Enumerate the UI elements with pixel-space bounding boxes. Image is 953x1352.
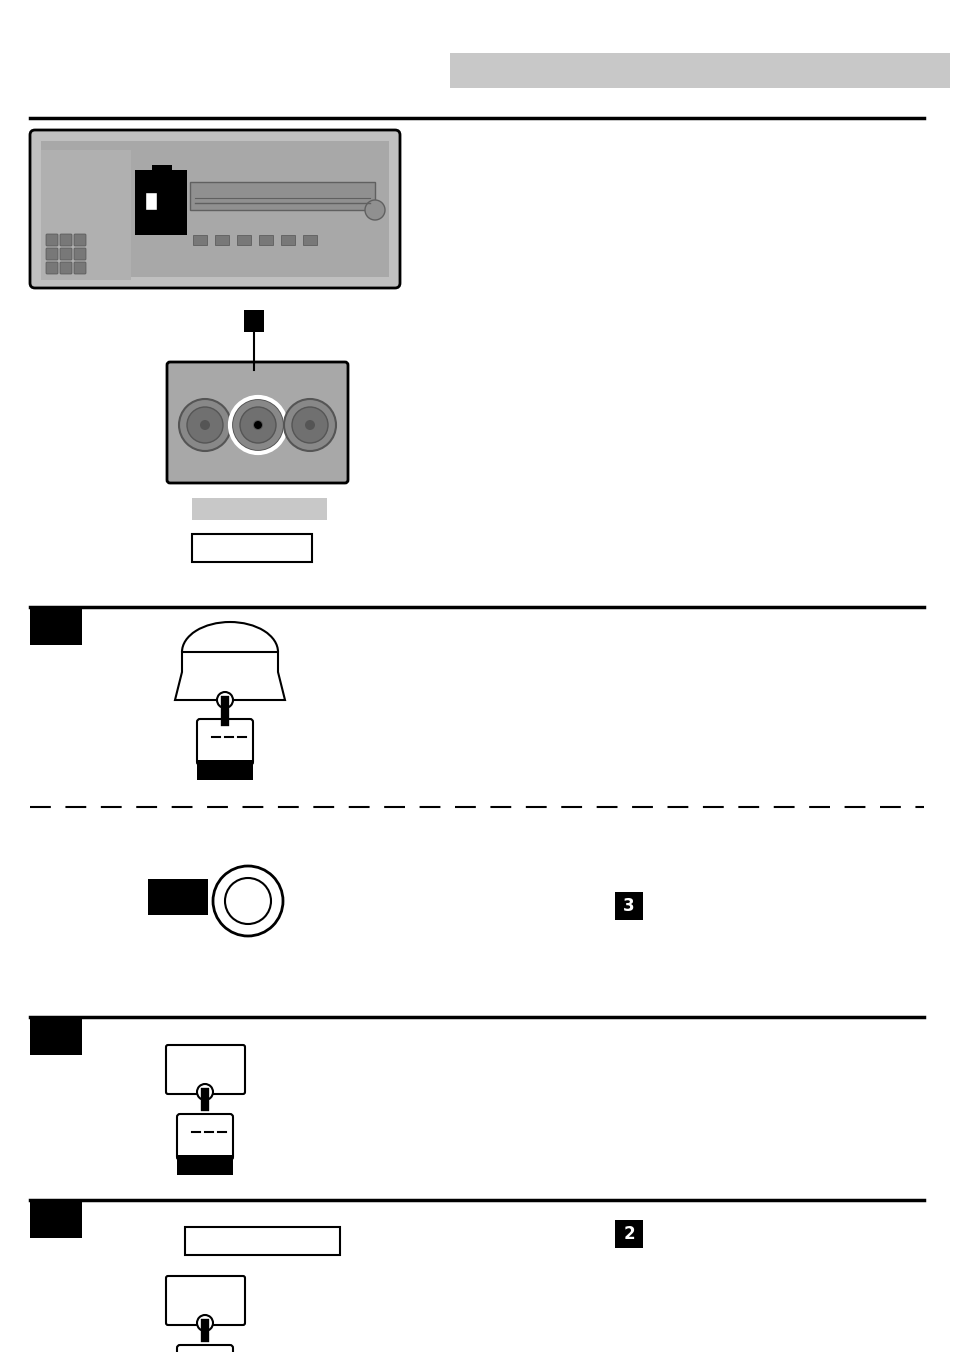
Bar	[214, 235, 229, 245]
Bar	[30, 607, 82, 645]
Bar	[303, 235, 316, 245]
Circle shape	[54, 177, 120, 243]
Bar	[177, 1155, 233, 1175]
Bar	[177, 890, 187, 899]
Bar	[196, 760, 253, 780]
Bar	[615, 892, 642, 919]
Bar	[162, 883, 172, 899]
Bar	[135, 170, 187, 235]
Bar	[30, 1201, 82, 1238]
FancyBboxPatch shape	[74, 234, 86, 246]
Circle shape	[75, 187, 83, 193]
Circle shape	[232, 399, 284, 452]
Circle shape	[305, 420, 314, 430]
FancyBboxPatch shape	[74, 247, 86, 260]
FancyBboxPatch shape	[166, 1276, 245, 1325]
FancyBboxPatch shape	[60, 234, 71, 246]
Bar	[30, 1017, 82, 1055]
Bar	[615, 1220, 642, 1248]
Bar	[152, 165, 172, 191]
Circle shape	[365, 200, 385, 220]
FancyBboxPatch shape	[177, 1345, 233, 1352]
Bar	[41, 150, 131, 280]
Wedge shape	[74, 183, 100, 197]
Polygon shape	[174, 652, 285, 700]
Text: 2: 2	[622, 1225, 634, 1242]
FancyBboxPatch shape	[46, 247, 58, 260]
Circle shape	[253, 420, 263, 430]
Text: 3: 3	[622, 896, 634, 915]
Bar	[236, 235, 251, 245]
Circle shape	[284, 399, 335, 452]
Bar	[192, 498, 327, 521]
FancyBboxPatch shape	[30, 130, 399, 288]
FancyBboxPatch shape	[74, 262, 86, 274]
Bar	[244, 310, 264, 333]
Bar	[192, 534, 312, 562]
Bar	[148, 879, 208, 915]
Circle shape	[196, 1084, 213, 1101]
FancyBboxPatch shape	[46, 262, 58, 274]
Bar	[145, 192, 157, 210]
Circle shape	[45, 168, 129, 251]
Circle shape	[187, 407, 223, 443]
Bar	[450, 53, 949, 88]
Circle shape	[225, 877, 271, 923]
FancyBboxPatch shape	[60, 262, 71, 274]
Bar	[193, 235, 207, 245]
Circle shape	[240, 407, 275, 443]
Bar	[281, 235, 294, 245]
FancyBboxPatch shape	[196, 719, 253, 765]
Bar	[148, 890, 158, 899]
Bar	[159, 206, 166, 215]
Bar	[190, 183, 375, 210]
Circle shape	[213, 867, 283, 936]
FancyBboxPatch shape	[60, 247, 71, 260]
Circle shape	[216, 692, 233, 708]
FancyBboxPatch shape	[177, 1114, 233, 1160]
Circle shape	[200, 420, 210, 430]
Circle shape	[292, 407, 328, 443]
Bar	[41, 141, 389, 277]
Circle shape	[253, 420, 262, 429]
Bar	[185, 1228, 339, 1255]
Circle shape	[179, 399, 231, 452]
Circle shape	[196, 1315, 213, 1330]
FancyBboxPatch shape	[167, 362, 348, 483]
FancyBboxPatch shape	[166, 1045, 245, 1094]
FancyBboxPatch shape	[46, 234, 58, 246]
Bar	[169, 206, 175, 215]
Bar	[258, 235, 273, 245]
